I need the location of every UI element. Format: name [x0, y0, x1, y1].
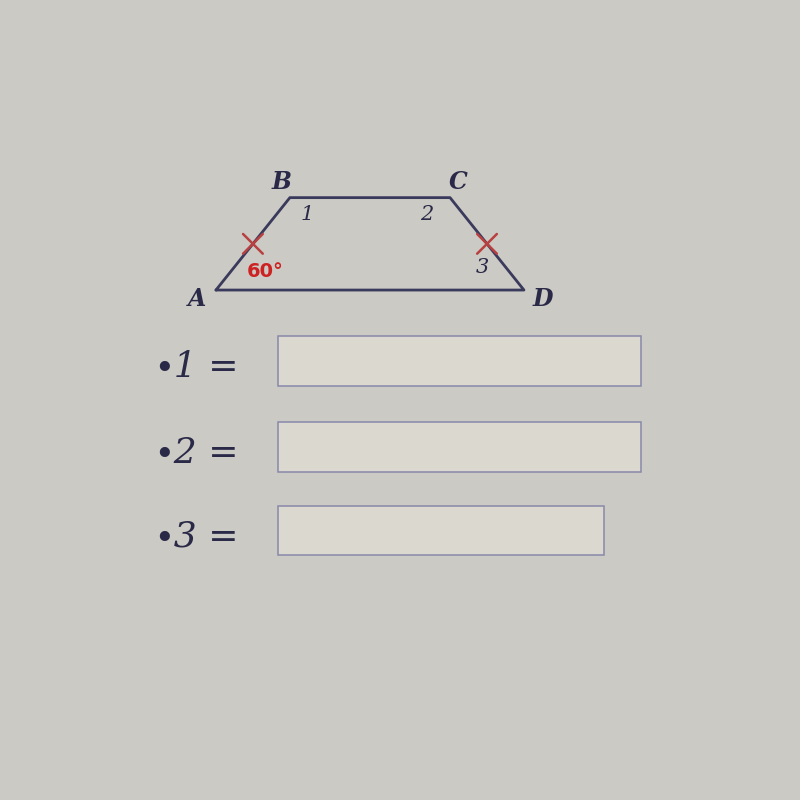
- Text: B: B: [272, 170, 292, 194]
- Text: A: A: [188, 287, 206, 311]
- Bar: [278, 422, 641, 472]
- Bar: [278, 336, 641, 386]
- Text: ∙3 =: ∙3 =: [156, 519, 238, 554]
- Text: 3: 3: [476, 258, 490, 277]
- Text: C: C: [449, 170, 467, 194]
- Bar: [278, 506, 604, 555]
- Text: 60°: 60°: [247, 262, 284, 281]
- Text: 1: 1: [301, 205, 314, 224]
- Text: ∙2 =: ∙2 =: [156, 436, 238, 470]
- Text: 2: 2: [420, 205, 434, 224]
- Text: D: D: [532, 287, 553, 311]
- Text: ∙1 =: ∙1 =: [156, 350, 238, 384]
